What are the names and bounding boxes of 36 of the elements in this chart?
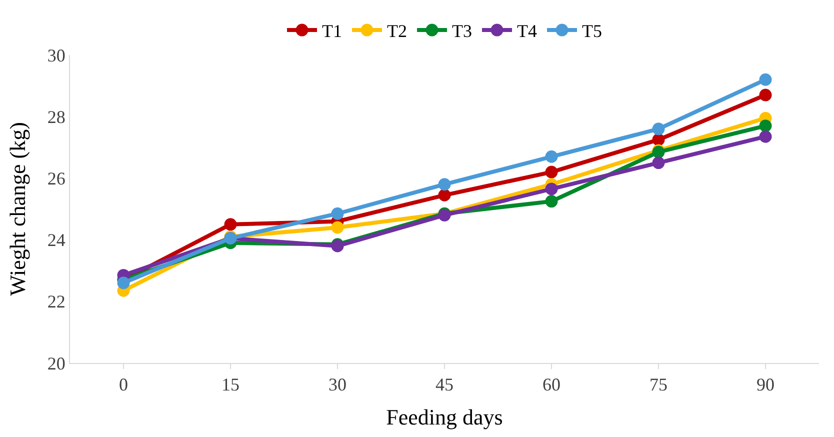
point — [545, 166, 558, 178]
legend-label: T1 — [322, 21, 342, 42]
y-tick-label: 22 — [47, 292, 66, 312]
point — [652, 122, 665, 136]
y-tick-label: 28 — [47, 106, 66, 127]
point — [545, 150, 558, 163]
point — [438, 178, 451, 191]
y-axis-title: Wieght change (kg) — [5, 122, 30, 296]
x-axis-title: Feeding days — [386, 404, 503, 430]
point — [438, 188, 451, 202]
x-tick-label: 90 — [756, 374, 774, 395]
point — [759, 88, 772, 102]
point — [224, 218, 237, 231]
point — [117, 276, 130, 290]
legend-label: T4 — [517, 21, 537, 42]
point — [652, 156, 665, 170]
x-tick-label: 75 — [650, 374, 668, 395]
y-tick-label: 20 — [47, 353, 66, 374]
point — [759, 120, 772, 132]
y-tick-label: 24 — [47, 230, 66, 250]
y-tick-label: 30 — [47, 45, 66, 66]
x-tick-label: 30 — [328, 374, 346, 395]
legend-label: T3 — [452, 21, 472, 42]
legend-label: T5 — [582, 21, 602, 42]
legend-label: T2 — [387, 21, 407, 42]
point — [545, 195, 558, 208]
x-tick-label: 45 — [436, 374, 454, 395]
point — [759, 130, 772, 143]
point — [545, 182, 558, 196]
point — [759, 73, 772, 86]
x-tick-label: 60 — [542, 374, 560, 395]
point — [331, 207, 344, 220]
point — [331, 221, 344, 234]
x-tick-label: 0 — [119, 374, 128, 395]
x-tick-label: 15 — [222, 374, 240, 395]
y-tick-label: 26 — [47, 168, 66, 188]
